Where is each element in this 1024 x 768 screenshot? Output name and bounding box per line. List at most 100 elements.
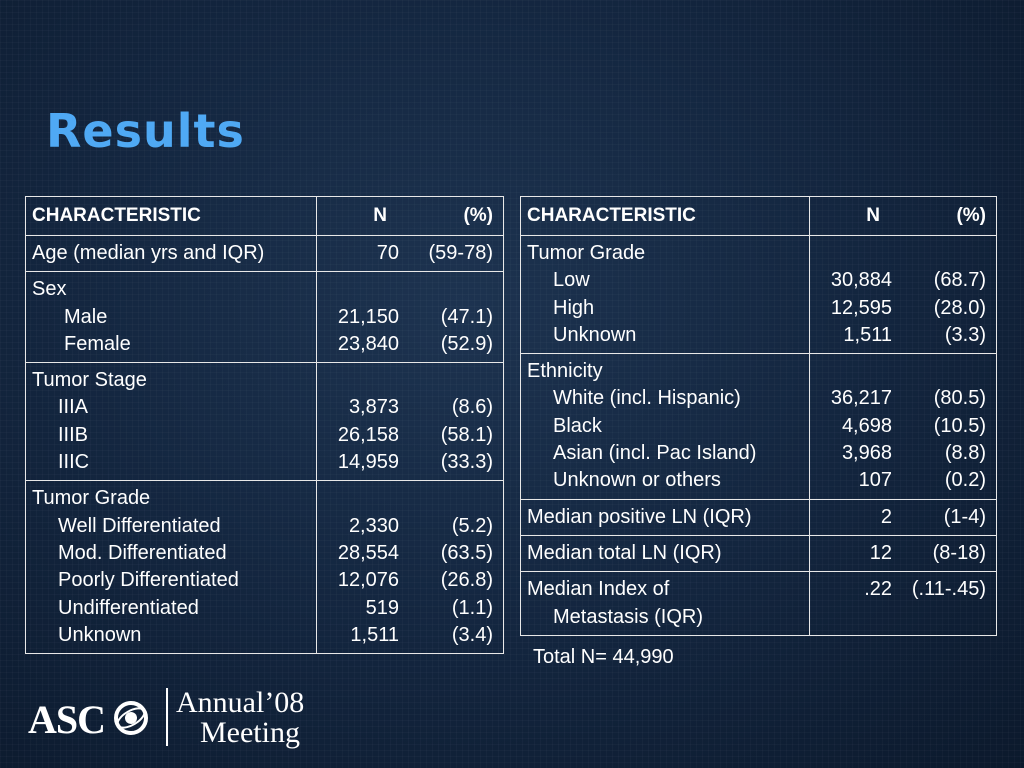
header-n: N [866, 205, 880, 226]
row-n: 12,076 [337, 569, 399, 592]
row-label: Poorly Differentiated [58, 569, 239, 592]
header-pct: (%) [463, 205, 493, 226]
row-pct: (33.3) [440, 451, 493, 474]
row-n: 107 [858, 469, 892, 492]
row-values: 107 (0.2) [810, 467, 990, 494]
row-pct: (28.0) [933, 296, 986, 319]
row-label: IIIB [58, 423, 89, 446]
group-title: Sex [32, 278, 67, 301]
total-n: Total N= 44,990 [533, 646, 674, 668]
group-value-cell: 2 (1-4) [809, 498, 997, 536]
row-label: White (incl. Hispanic) [553, 387, 741, 410]
group-value-cell: 21,150 (47.1) 23,840 (52.9) [316, 271, 504, 364]
header-characteristic: CHARACTERISTIC [32, 205, 201, 226]
group-title-values [317, 367, 497, 394]
row-pct: (58.1) [440, 423, 493, 446]
group-title-values [810, 358, 990, 385]
row-values: 28,554 (63.5) [317, 540, 497, 567]
row-values: 1,511 (3.3) [810, 322, 990, 349]
group-n: 70 [376, 242, 399, 264]
table-header-row: CHARACTERISTIC N (%) [25, 196, 504, 236]
group-label-cell: Tumor Grade Well Differentiated Mod. Diffe… [25, 480, 317, 655]
row-values: 14,959 (33.3) [317, 449, 497, 476]
logo-divider [166, 688, 168, 746]
table-group-row: Median Index of Metastasis (IQR) .22 (.11-.… [520, 571, 997, 636]
header-n: N [373, 205, 387, 226]
globe-icon [114, 701, 148, 735]
row-values: 3,968 (8.8) [810, 440, 990, 467]
group-value-cell: 2,330 (5.2) 28,554 (63.5) 12,076 (26.8) 519 (1.… [316, 480, 504, 655]
results-table-left: CHARACTERISTIC N (%) Age (median yrs and … [25, 196, 504, 655]
row-n: 2,330 [348, 514, 399, 537]
row-values: 12,076 (26.8) [317, 567, 497, 594]
table-group-row: Age (median yrs and IQR) 70 (59-78) [25, 234, 504, 273]
row-label: Asian (incl. Pac Island) [553, 442, 757, 465]
row-pct: (10.5) [933, 414, 986, 437]
group-value-cell: 12 (8-18) [809, 534, 997, 573]
table-group-row: Ethnicity White (incl. Hispanic) Black Asia… [520, 353, 997, 500]
group-title: Median total LN (IQR) [527, 541, 722, 564]
row-pct: (63.5) [440, 541, 493, 564]
table-group-row: Tumor Stage IIIA IIIB IIIC 3,873 (8.6) 26,158 (… [25, 362, 504, 482]
row-values: 23,840 (52.9) [317, 331, 497, 358]
row-n: 23,840 [337, 332, 399, 355]
row-n: 1,511 [843, 323, 892, 346]
row-n: 519 [365, 596, 399, 619]
row-pct: (3.3) [944, 323, 986, 346]
group-title: Ethnicity [527, 360, 603, 383]
row-label: Low [553, 269, 590, 292]
group-n: .22 [864, 578, 892, 601]
table-group-row: Median positive LN (IQR) 2 (1-4) [520, 498, 997, 536]
group-pct: (59-78) [428, 242, 493, 264]
row-label: Undifferentiated [58, 596, 199, 619]
row-n: 26,158 [337, 423, 399, 446]
table-group-row: Median total LN (IQR) 12 (8-18) [520, 534, 997, 573]
group-pct: (8-18) [932, 541, 986, 564]
row-pct: (1.1) [451, 596, 493, 619]
row-label: Black [553, 414, 602, 437]
results-table-right: CHARACTERISTIC N (%) Tumor Grade Low High Un… [520, 196, 997, 636]
group-label-cell: Tumor Grade Low High Unknown [520, 234, 810, 355]
asco-annual-meeting-logo: ASC Annual’08 Meeting [28, 684, 328, 754]
row-pct: (52.9) [440, 332, 493, 355]
row-values [810, 604, 990, 631]
row-pct: (8.6) [451, 396, 493, 419]
group-label-cell: Ethnicity White (incl. Hispanic) Black Asia… [520, 353, 810, 500]
row-pct: (47.1) [440, 305, 493, 328]
row-pct: (0.2) [944, 469, 986, 492]
group-title-values: 2 (1-4) [810, 504, 990, 531]
row-label: Unknown [553, 323, 637, 346]
row-pct: (5.2) [451, 514, 493, 537]
row-pct: (68.7) [933, 269, 986, 292]
row-n: 28,554 [337, 541, 399, 564]
row-label: IIIA [58, 396, 89, 419]
row-label: High [553, 296, 595, 319]
row-values: 21,150 (47.1) [317, 304, 497, 331]
row-pct: (3.4) [451, 623, 493, 646]
logo-meeting-text: Meeting [200, 716, 300, 749]
group-title: Tumor Grade [32, 487, 151, 510]
row-n: 14,959 [337, 451, 399, 474]
row-label: Metastasis (IQR) [553, 605, 704, 628]
table-header-row: CHARACTERISTIC N (%) [520, 196, 997, 236]
header-pct: (%) [956, 205, 986, 226]
group-value-cell: 70 (59-78) [316, 234, 504, 273]
row-values: 1,511 (3.4) [317, 622, 497, 649]
row-pct: (26.8) [440, 569, 493, 592]
group-title: Median Index of [527, 578, 670, 601]
table-group-row: Tumor Grade Low High Unknown 30,884 (68.7) 12,… [520, 234, 997, 355]
table-group-row: Sex Male Female 21,150 (47.1) 23,840 (52.9) [25, 271, 504, 364]
slide-title: Results [46, 104, 245, 158]
row-label: Mod. Differentiated [58, 541, 227, 564]
row-n: 3,968 [841, 442, 892, 465]
row-values: 519 (1.1) [317, 595, 497, 622]
group-n: 12 [869, 541, 892, 564]
logo-asco-text: ASC [28, 697, 106, 742]
group-label-cell: Median Index of Metastasis (IQR) [520, 571, 810, 636]
row-n: 36,217 [830, 387, 892, 410]
row-n: 30,884 [830, 269, 892, 292]
group-title-values [317, 276, 497, 303]
group-label-cell: Median total LN (IQR) [520, 534, 810, 573]
row-pct: (80.5) [933, 387, 986, 410]
group-title: Median positive LN (IQR) [527, 505, 752, 528]
